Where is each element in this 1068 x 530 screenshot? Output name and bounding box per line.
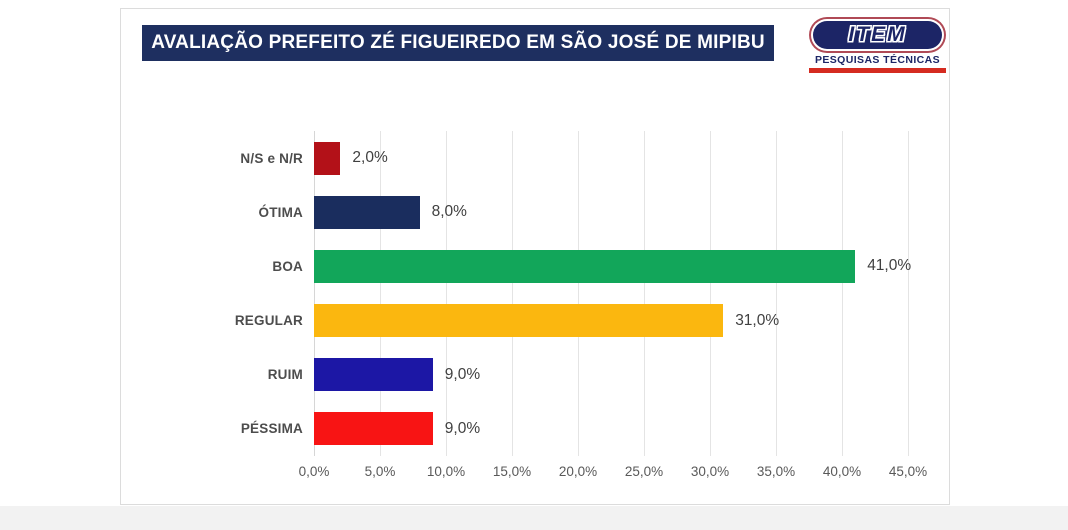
chart-title-box: AVALIAÇÃO PREFEITO ZÉ FIGUEIREDO EM SÃO … <box>142 25 774 61</box>
category-label: BOA <box>272 258 303 274</box>
x-axis-tick-labels: 0,0% 5,0% 10,0% 15,0% 20,0% 25,0% 30,0% 35,0% 40… <box>299 464 954 486</box>
item-logo-ring: ITEM <box>809 17 946 53</box>
bottom-strip <box>0 506 1068 530</box>
category-label: N/S e N/R <box>240 150 303 166</box>
item-logo-underline <box>809 68 946 73</box>
category-axis-labels: N/S e N/R ÓTIMA BOA REGULAR RUIM PÉSSIMA <box>141 131 303 456</box>
item-logo-text: ITEM <box>848 23 907 46</box>
gridline-40 <box>842 131 843 456</box>
bar-p-ssima <box>314 412 433 446</box>
bar-chart-plot: 2,0% 8,0% 41,0% 31,0% 9,0% 9,0% <box>314 131 954 456</box>
x-tick-label: 40,0% <box>822 464 862 479</box>
bar-value-label: 8,0% <box>431 203 467 221</box>
bar-value-label: 9,0% <box>444 419 481 437</box>
gridline-35 <box>776 131 777 456</box>
chart-card: AVALIAÇÃO PREFEITO ZÉ FIGUEIREDO EM SÃO … <box>120 8 950 505</box>
bar-n-s-e-n-r <box>314 141 341 175</box>
bar-value-label: 31,0% <box>735 311 780 329</box>
gridline-25 <box>644 131 645 456</box>
item-logo-subtitle: PESQUISAS TÉCNICAS <box>814 54 941 66</box>
item-logo-pill: ITEM <box>813 21 942 49</box>
bar-value-label: 9,0% <box>444 365 481 383</box>
x-tick-label: 15,0% <box>492 464 532 479</box>
gridline-0 <box>314 131 315 456</box>
category-label: REGULAR <box>234 313 303 329</box>
gridline-45 <box>908 131 909 456</box>
bar-ruim <box>314 358 433 392</box>
bar-boa <box>314 249 856 283</box>
x-tick-label: 30,0% <box>690 464 730 479</box>
bar--tima <box>314 195 420 229</box>
x-tick-label: 0,0% <box>298 464 330 479</box>
item-logo-ring-inner: ITEM <box>811 19 944 51</box>
category-label: RUIM <box>267 367 303 383</box>
item-logo: ITEM PESQUISAS TÉCNICAS <box>809 17 946 73</box>
x-tick-label: 45,0% <box>888 464 928 479</box>
bar-value-label: 2,0% <box>352 149 388 167</box>
gridline-10 <box>446 131 447 456</box>
x-tick-label: 25,0% <box>624 464 664 479</box>
chart-title: AVALIAÇÃO PREFEITO ZÉ FIGUEIREDO EM SÃO … <box>151 32 765 53</box>
x-tick-label: 20,0% <box>558 464 598 479</box>
x-tick-label: 5,0% <box>364 464 396 479</box>
bar-value-label: 41,0% <box>867 257 912 275</box>
category-label: ÓTIMA <box>258 204 303 220</box>
gridline-15 <box>512 131 513 456</box>
bar-regular <box>314 304 724 338</box>
category-label: PÉSSIMA <box>240 421 303 437</box>
x-tick-label: 10,0% <box>426 464 466 479</box>
gridline-30 <box>710 131 711 456</box>
gridline-20 <box>578 131 579 456</box>
x-tick-label: 35,0% <box>756 464 796 479</box>
gridline-5 <box>380 131 381 456</box>
